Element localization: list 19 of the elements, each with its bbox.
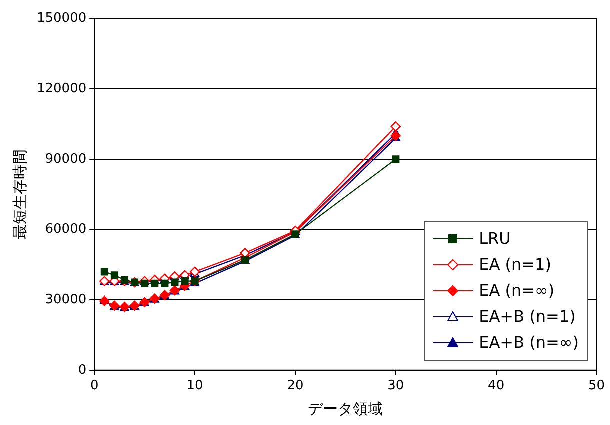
legend-label: EA (n=1): [479, 254, 552, 276]
legend-label: LRU: [479, 228, 511, 250]
legend-label: EA+B (n=∞): [479, 332, 579, 354]
y-tick-label: 120000: [36, 81, 87, 96]
legend-label: EA+B (n=1): [479, 306, 576, 328]
x-tick-label: 0: [90, 378, 99, 394]
x-tick-label: 20: [287, 378, 304, 394]
y-tick-label: 60000: [45, 222, 87, 238]
x-axis-title: データ領域: [308, 400, 384, 418]
y-axis-title: 最短生存時間: [10, 150, 29, 240]
x-tick-label: 10: [186, 378, 204, 394]
y-tick-label: 30000: [45, 292, 87, 308]
y-tick-label: 0: [78, 362, 87, 378]
y-tick-label: 90000: [45, 152, 87, 167]
y-tick-label: 150000: [36, 11, 87, 26]
x-tick-label: 40: [488, 378, 505, 394]
x-tick-label: 50: [588, 378, 605, 394]
legend-label: EA (n=∞): [479, 280, 555, 302]
x-tick-label: 30: [388, 378, 404, 394]
